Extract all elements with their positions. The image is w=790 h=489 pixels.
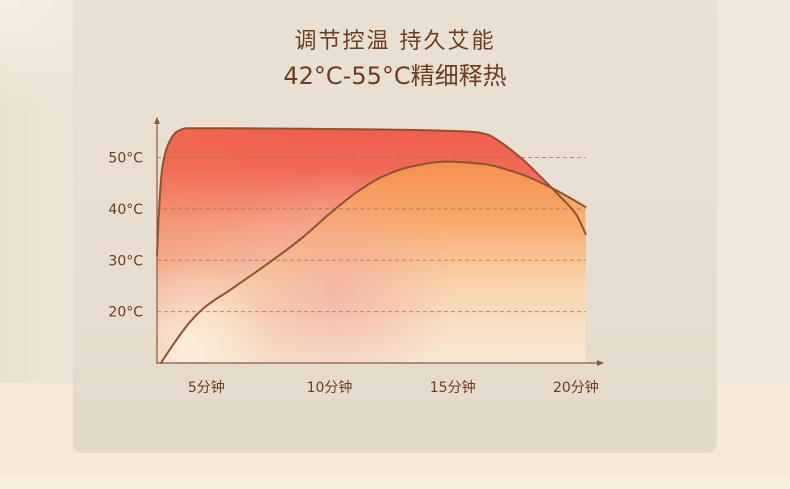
area-cream-glow <box>157 128 586 363</box>
x-tick-label: 10分钟 <box>307 379 353 396</box>
gridlines <box>157 157 586 313</box>
series-2-line <box>159 160 587 364</box>
subheadline: 42°C-55°C精细释热 <box>283 62 507 90</box>
x-tick-labels: 5分钟 10分钟 15分钟 20分钟 <box>188 379 599 396</box>
series-lines <box>156 127 587 364</box>
x-tick-label: 20分钟 <box>553 379 599 396</box>
y-tick-label: 30°C <box>108 253 143 269</box>
y-axis-arrow <box>154 117 160 124</box>
background-bottom-band <box>0 474 790 489</box>
series-1-line <box>156 127 587 257</box>
y-tick-label: 40°C <box>108 202 143 218</box>
x-tick-label: 15分钟 <box>430 379 476 396</box>
y-tick-label: 20°C <box>108 305 143 321</box>
y-tick-label: 50°C <box>108 151 143 167</box>
axes <box>154 117 604 366</box>
y-tick-labels: 50°C 40°C 30°C 20°C <box>108 151 143 321</box>
headline: 调节控温 持久艾能 <box>294 29 496 54</box>
x-axis-arrow <box>597 360 604 366</box>
x-tick-label: 5分钟 <box>188 379 225 396</box>
area-fills <box>157 128 586 363</box>
